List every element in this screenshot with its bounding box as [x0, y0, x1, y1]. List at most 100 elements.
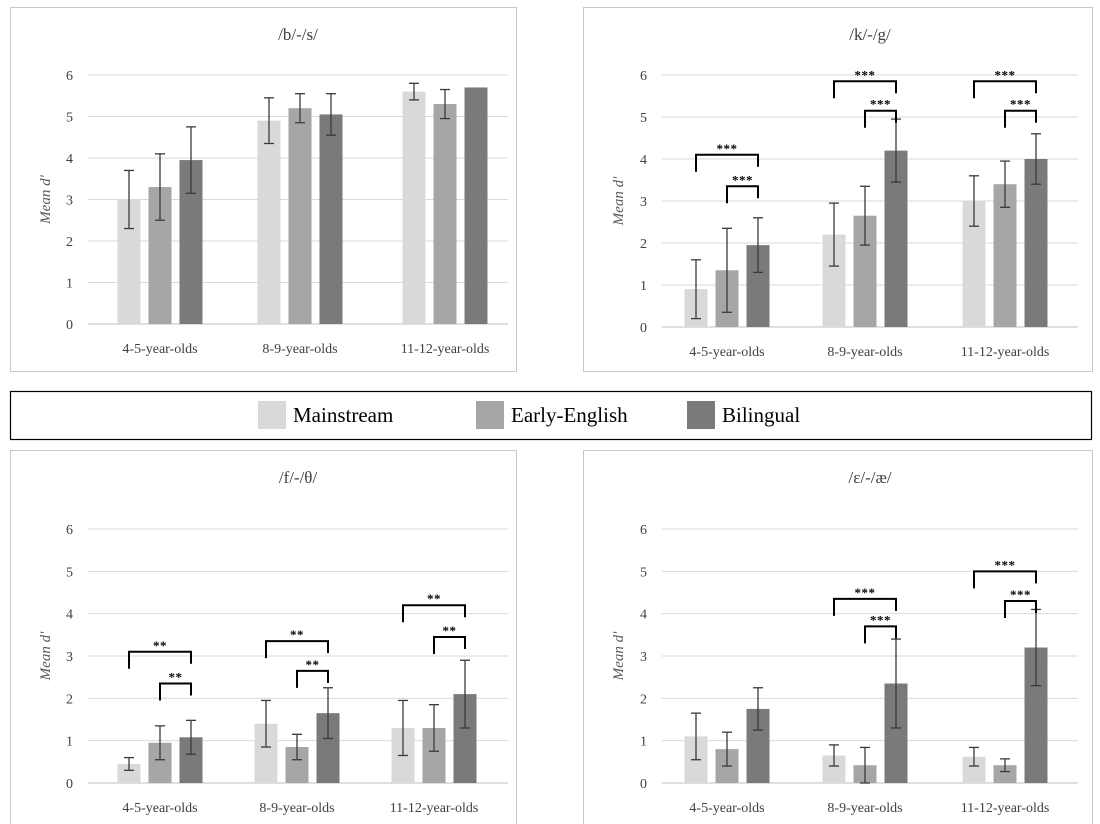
x-tick-label: 11-12-year-olds: [401, 342, 490, 357]
y-tick-label: 5: [640, 111, 647, 126]
y-tick-label: 5: [640, 565, 647, 580]
x-tick-label: 4-5-year-olds: [122, 801, 197, 816]
y-axis-label: Mean d': [38, 631, 54, 681]
y-tick-label: 4: [640, 608, 647, 623]
bar: [993, 765, 1017, 783]
x-tick-label: 8-9-year-olds: [262, 342, 337, 357]
y-tick-label: 1: [66, 277, 73, 292]
significance-label: **: [290, 627, 304, 642]
x-tick-label: 11-12-year-olds: [961, 801, 1050, 816]
bar: [117, 763, 141, 783]
y-axis-label: Mean d': [611, 176, 627, 226]
bar: [422, 727, 446, 783]
significance-label: ***: [855, 67, 876, 82]
bar: [746, 708, 770, 783]
y-tick-label: 6: [66, 523, 73, 538]
bar: [853, 215, 877, 327]
bar: [319, 114, 343, 324]
y-tick-label: 6: [640, 523, 647, 538]
chart-title: /f/-/θ/: [279, 468, 318, 487]
significance-bracket: [433, 635, 466, 654]
significance-label: ***: [995, 67, 1016, 82]
bar: [1024, 647, 1048, 783]
significance-bracket: [1004, 599, 1037, 618]
bar: [179, 160, 203, 324]
y-tick-label: 4: [66, 152, 73, 167]
y-tick-label: 5: [66, 111, 73, 126]
significance-bracket: [833, 597, 897, 616]
chart-title: /ε/-/æ/: [848, 468, 891, 487]
bar: [884, 683, 908, 783]
significance-bracket: [402, 604, 466, 623]
bar: [962, 201, 986, 327]
y-tick-label: 6: [640, 69, 647, 84]
bar: [962, 756, 986, 783]
significance-bracket: [726, 185, 759, 204]
bar: [179, 737, 203, 783]
significance-label: **: [427, 591, 441, 606]
chart-panel-3: /f/-/θ/Mean d' 0 1 2 3 4 5 6 4-5-year-olds 8-9-ye…: [10, 450, 517, 824]
bar: [254, 723, 278, 783]
significance-label: **: [169, 670, 183, 685]
y-tick-label: 3: [640, 650, 647, 665]
x-tick-label: 8-9-year-olds: [827, 801, 902, 816]
significance-label: ***: [855, 585, 876, 600]
bar: [148, 187, 172, 324]
y-tick-label: 0: [66, 318, 73, 333]
y-tick-label: 1: [640, 735, 647, 750]
significance-label: **: [443, 623, 457, 638]
bar: [822, 755, 846, 783]
y-tick-label: 1: [66, 735, 73, 750]
bar: [257, 120, 281, 325]
chart-panel-1: /b/-/s/Mean d' 0 1 2 3 4 5 6 4-5-year-olds 8-9-ye…: [10, 7, 517, 372]
significance-label: ***: [1010, 97, 1031, 112]
significance-bracket: [159, 682, 192, 701]
x-tick-label: 11-12-year-olds: [961, 345, 1050, 360]
bar: [316, 713, 340, 783]
y-tick-label: 4: [640, 153, 647, 168]
legend-swatch: [258, 401, 286, 429]
chart-panel-2: /k/-/g/Mean d' 0 1 2 3 4 5 6 4-5-year-olds 8-9-ye…: [583, 7, 1093, 372]
bar: [464, 87, 488, 324]
y-tick-label: 0: [640, 777, 647, 792]
significance-bracket: [265, 640, 329, 659]
significance-label: ***: [1010, 587, 1031, 602]
x-tick-label: 4-5-year-olds: [689, 345, 764, 360]
y-tick-label: 3: [640, 195, 647, 210]
y-tick-label: 4: [66, 608, 73, 623]
legend-label: Early-English: [511, 403, 628, 427]
bar: [148, 742, 172, 783]
significance-label: **: [306, 657, 320, 672]
legend-label: Bilingual: [722, 403, 800, 427]
significance-bracket: [973, 80, 1037, 99]
y-tick-label: 0: [66, 777, 73, 792]
significance-bracket: [1004, 109, 1037, 128]
bar: [117, 199, 141, 324]
y-axis-label: Mean d': [611, 631, 627, 681]
y-tick-label: 2: [66, 692, 73, 707]
significance-bracket: [296, 669, 329, 688]
bar: [288, 108, 312, 324]
significance-label: ***: [717, 141, 738, 156]
bar: [884, 150, 908, 327]
significance-label: ***: [732, 172, 753, 187]
significance-label: ***: [870, 612, 891, 627]
y-tick-label: 2: [640, 237, 647, 252]
legend-box: [9, 390, 1093, 441]
significance-bracket: [864, 625, 897, 644]
significance-bracket: [973, 570, 1037, 589]
legend: Mainstream Early-English Bilingual: [9, 390, 1093, 441]
significance-bracket: [864, 109, 897, 128]
y-tick-label: 0: [640, 321, 647, 336]
x-tick-label: 4-5-year-olds: [122, 342, 197, 357]
significance-bracket: [833, 80, 897, 99]
chart-panel-4: /ε/-/æ/Mean d' 0 1 2 3 4 5 6 4-5-year-olds 8-9-ye…: [583, 450, 1093, 824]
significance-label: ***: [995, 557, 1016, 572]
y-tick-label: 1: [640, 279, 647, 294]
bar: [746, 245, 770, 327]
significance-bracket: [128, 650, 192, 669]
x-tick-label: 4-5-year-olds: [689, 801, 764, 816]
chart-title: /k/-/g/: [849, 25, 891, 44]
legend-swatch: [687, 401, 715, 429]
bar: [285, 747, 309, 783]
